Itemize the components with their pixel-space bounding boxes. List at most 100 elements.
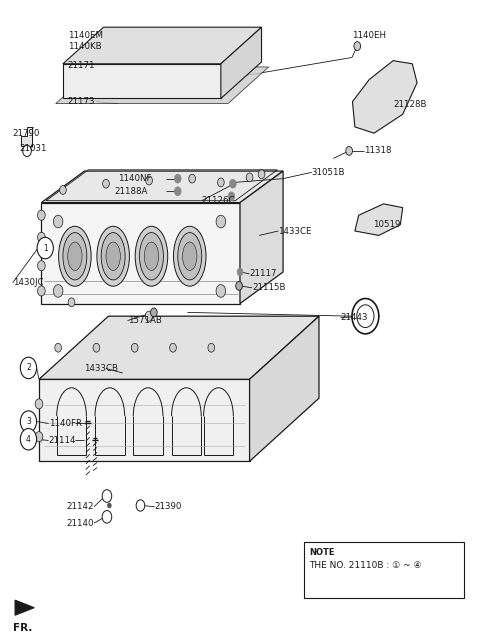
Circle shape	[208, 343, 215, 352]
Circle shape	[258, 170, 265, 179]
Ellipse shape	[140, 233, 163, 280]
Circle shape	[174, 187, 181, 196]
Polygon shape	[63, 64, 221, 99]
Circle shape	[20, 411, 36, 432]
Polygon shape	[352, 60, 417, 133]
Circle shape	[60, 186, 66, 195]
Circle shape	[23, 145, 31, 156]
Circle shape	[108, 503, 111, 508]
Circle shape	[102, 511, 112, 523]
Text: 11318: 11318	[364, 146, 392, 155]
Circle shape	[169, 343, 176, 352]
Ellipse shape	[178, 233, 202, 280]
Circle shape	[216, 215, 226, 228]
Circle shape	[53, 285, 63, 297]
Text: 1: 1	[43, 244, 48, 252]
Text: 4: 4	[26, 435, 31, 444]
Ellipse shape	[59, 226, 91, 286]
Circle shape	[228, 192, 235, 201]
Circle shape	[217, 178, 224, 187]
Circle shape	[246, 173, 253, 182]
Circle shape	[352, 298, 379, 334]
Circle shape	[354, 42, 360, 50]
Circle shape	[53, 215, 63, 228]
Circle shape	[93, 343, 100, 352]
Circle shape	[35, 432, 43, 442]
FancyBboxPatch shape	[304, 542, 464, 598]
Circle shape	[68, 298, 75, 307]
Polygon shape	[355, 204, 403, 235]
Circle shape	[216, 285, 226, 297]
Text: 21142: 21142	[67, 502, 94, 511]
Ellipse shape	[101, 233, 125, 280]
Text: 1140FR: 1140FR	[48, 419, 82, 428]
Polygon shape	[41, 171, 283, 203]
Circle shape	[55, 343, 61, 352]
Ellipse shape	[182, 242, 197, 270]
Polygon shape	[21, 127, 32, 146]
Text: 21115B: 21115B	[252, 283, 286, 293]
Text: 21126C: 21126C	[202, 197, 235, 205]
Circle shape	[35, 399, 43, 409]
Text: 1433CB: 1433CB	[84, 364, 119, 373]
Circle shape	[151, 308, 157, 317]
Circle shape	[146, 176, 153, 185]
Circle shape	[357, 305, 374, 328]
Polygon shape	[250, 316, 319, 461]
Text: THE NO. 21110B : ① ~ ④: THE NO. 21110B : ① ~ ④	[310, 561, 422, 570]
Text: FR.: FR.	[12, 623, 32, 633]
Text: 3: 3	[26, 417, 31, 426]
Ellipse shape	[63, 233, 87, 280]
Circle shape	[20, 357, 36, 378]
Circle shape	[37, 210, 45, 220]
Circle shape	[20, 429, 36, 450]
Text: 1140EH: 1140EH	[352, 31, 386, 40]
Circle shape	[103, 179, 109, 188]
Text: 2: 2	[26, 363, 31, 373]
Text: 1430JC: 1430JC	[12, 278, 43, 287]
Circle shape	[229, 179, 236, 188]
Polygon shape	[39, 316, 319, 379]
Text: 1433CE: 1433CE	[278, 226, 312, 235]
Circle shape	[132, 343, 138, 352]
Text: 21171: 21171	[68, 60, 95, 69]
Polygon shape	[56, 67, 269, 104]
Ellipse shape	[97, 226, 130, 286]
Polygon shape	[39, 379, 250, 461]
Text: 1140EM: 1140EM	[68, 31, 103, 40]
Ellipse shape	[144, 242, 158, 270]
Circle shape	[37, 286, 45, 296]
Ellipse shape	[106, 242, 120, 270]
Text: 21114: 21114	[48, 436, 76, 445]
Text: 1140NF: 1140NF	[118, 174, 152, 183]
Text: 21390: 21390	[155, 502, 182, 511]
Circle shape	[37, 261, 45, 271]
Circle shape	[102, 490, 112, 502]
Circle shape	[174, 174, 181, 183]
Text: 21128B: 21128B	[393, 100, 427, 109]
Ellipse shape	[173, 226, 206, 286]
Text: 21790: 21790	[12, 128, 40, 138]
Text: 21117: 21117	[250, 270, 277, 279]
Text: 1571AB: 1571AB	[128, 316, 161, 325]
Text: 21173: 21173	[68, 97, 95, 106]
Ellipse shape	[135, 226, 168, 286]
Text: 10519: 10519	[373, 220, 400, 229]
Ellipse shape	[68, 242, 82, 270]
Text: 21140: 21140	[67, 518, 94, 528]
Circle shape	[189, 174, 195, 183]
Circle shape	[346, 146, 352, 155]
Polygon shape	[240, 171, 283, 303]
Circle shape	[145, 311, 153, 321]
Polygon shape	[63, 27, 262, 64]
Text: 21443: 21443	[340, 313, 368, 322]
Text: 1140KB: 1140KB	[68, 41, 101, 51]
Circle shape	[136, 500, 145, 511]
Polygon shape	[15, 600, 34, 615]
Text: 21031: 21031	[19, 144, 47, 153]
Text: 31051B: 31051B	[312, 168, 345, 177]
Circle shape	[37, 232, 45, 242]
Polygon shape	[41, 203, 240, 303]
Text: NOTE: NOTE	[310, 548, 335, 557]
Circle shape	[236, 282, 242, 290]
